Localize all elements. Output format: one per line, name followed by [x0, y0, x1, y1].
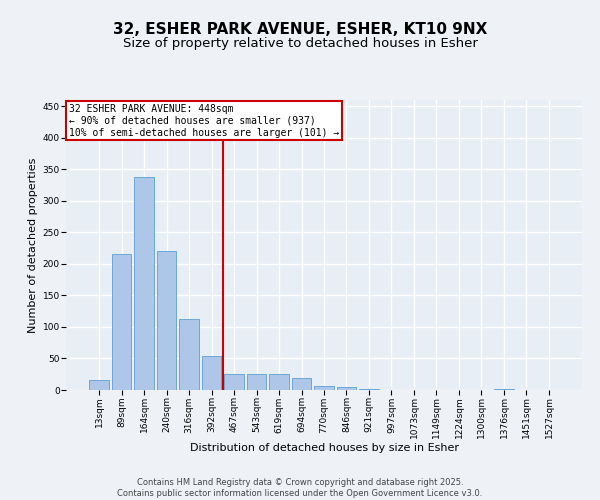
Y-axis label: Number of detached properties: Number of detached properties [28, 158, 38, 332]
Bar [337, 387, 356, 390]
Bar [134, 177, 154, 390]
Text: Size of property relative to detached houses in Esher: Size of property relative to detached ho… [122, 38, 478, 51]
Text: 32 ESHER PARK AVENUE: 448sqm
← 90% of detached houses are smaller (937)
10% of s: 32 ESHER PARK AVENUE: 448sqm ← 90% of de… [68, 104, 339, 138]
Bar [179, 319, 199, 390]
Bar [202, 356, 221, 390]
Bar [89, 380, 109, 390]
Bar [157, 250, 176, 390]
Bar [247, 374, 266, 390]
Bar [314, 386, 334, 390]
Text: 32, ESHER PARK AVENUE, ESHER, KT10 9NX: 32, ESHER PARK AVENUE, ESHER, KT10 9NX [113, 22, 487, 38]
Bar [269, 374, 289, 390]
X-axis label: Distribution of detached houses by size in Esher: Distribution of detached houses by size … [190, 442, 458, 452]
Bar [292, 378, 311, 390]
Text: Contains HM Land Registry data © Crown copyright and database right 2025.
Contai: Contains HM Land Registry data © Crown c… [118, 478, 482, 498]
Bar [224, 374, 244, 390]
Bar [112, 254, 131, 390]
